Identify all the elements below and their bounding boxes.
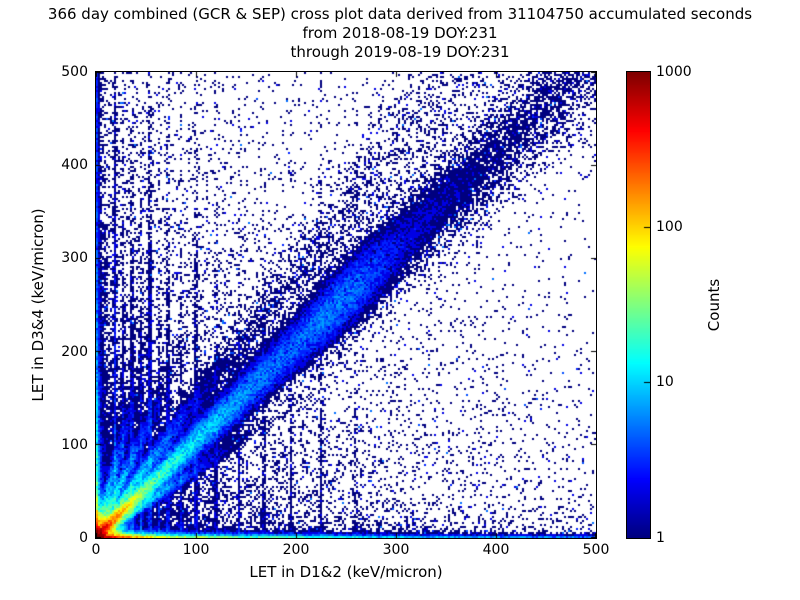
- y-tick-300: 300: [61, 250, 88, 266]
- x-tick-0: 0: [91, 542, 101, 558]
- y-tick-100: 100: [61, 437, 88, 453]
- figure-title: 366 day combined (GCR & SEP) cross plot …: [0, 5, 800, 62]
- title-line-3: through 2019-08-19 DOY:231: [290, 43, 510, 61]
- x-tick-100: 100: [182, 542, 210, 558]
- y-tick-0: 0: [79, 530, 88, 546]
- y-axis-label: LET in D3&4 (keV/micron): [29, 208, 47, 402]
- colorbar-canvas: [627, 72, 650, 538]
- colorbar-tick-1: 1: [656, 530, 665, 546]
- colorbar-tick-100: 100: [656, 219, 683, 235]
- x-tick-200: 200: [282, 542, 310, 558]
- colorbar-label: Counts: [705, 278, 723, 332]
- x-tick-300: 300: [382, 542, 410, 558]
- y-tick-200: 200: [61, 344, 88, 360]
- colorbar: [626, 71, 651, 539]
- title-line-1: 366 day combined (GCR & SEP) cross plot …: [47, 5, 753, 23]
- y-tick-500: 500: [61, 64, 88, 80]
- heatmap-canvas: [96, 72, 596, 538]
- x-axis-label: LET in D1&2 (keV/micron): [249, 563, 443, 581]
- colorbar-tick-1000: 1000: [656, 64, 692, 80]
- plot-area: [95, 71, 597, 539]
- y-tick-400: 400: [61, 157, 88, 173]
- title-line-2: from 2018-08-19 DOY:231: [302, 24, 498, 42]
- x-tick-500: 500: [582, 542, 610, 558]
- x-tick-400: 400: [482, 542, 510, 558]
- colorbar-tick-10: 10: [656, 374, 674, 390]
